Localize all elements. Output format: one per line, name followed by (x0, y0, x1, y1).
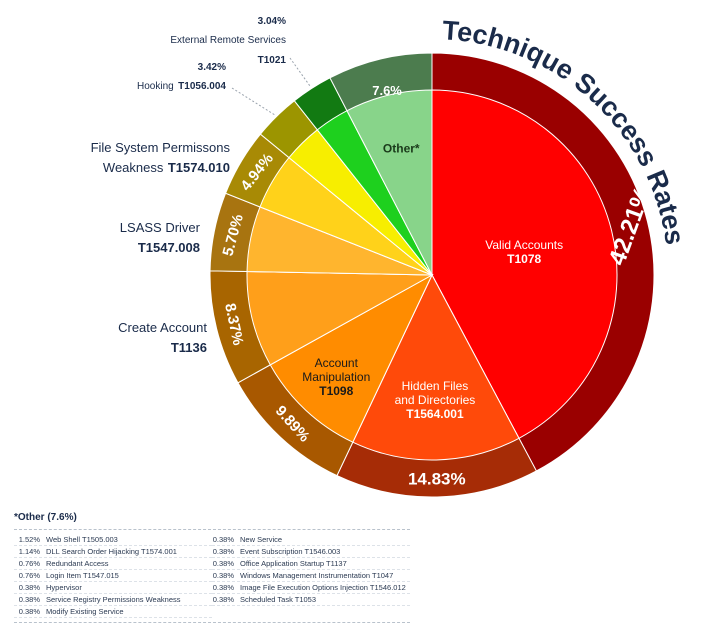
legend-label: Image File Execution Options Injection T… (240, 583, 406, 592)
legend-row: 0.38% Office Application Startup T1137 (212, 558, 410, 570)
legend-label: Office Application Startup T1137 (240, 559, 347, 568)
legend-row: 0.38% Image File Execution Options Inject… (212, 582, 410, 594)
legend-column-left: 1.52% Web Shell T1505.003 1.14% DLL Search … (14, 534, 212, 618)
slice-name-hidden-files-and-directories: Hidden Files and Directories T1564.001 (395, 379, 476, 421)
legend-row: 1.52% Web Shell T1505.003 (14, 534, 212, 546)
legend-row: 0.38% Windows Management Instrumentation … (212, 570, 410, 582)
slice-pct-hidden-files-and-directories: 14.83% (408, 469, 466, 488)
legend-pct: 0.38% (212, 595, 234, 604)
legend-pct: 0.76% (18, 571, 40, 580)
legend-label: Windows Management Instrumentation T1047 (240, 571, 394, 580)
legend-pct: 0.38% (212, 583, 234, 592)
legend-row: 0.38% Hypervisor (14, 582, 212, 594)
slice-name-valid-accounts: Valid Accounts T1078 (485, 238, 563, 266)
leader-hooking (231, 87, 276, 116)
legend-label: Web Shell T1505.003 (46, 535, 118, 544)
legend-row: 0.38% Service Registry Permissions Weakne… (14, 594, 212, 606)
legend-column-right: 0.38% New Service 0.38% Event Subscription … (212, 534, 410, 618)
legend-label: Hypervisor (46, 583, 82, 592)
legend-row: 1.14% DLL Search Order Hijacking T1574.00… (14, 546, 212, 558)
legend-label: Redundant Access (46, 559, 109, 568)
legend-row: 0.76% Redundant Access (14, 558, 212, 570)
label-hooking: 3.42% Hooking T1056.004 (137, 62, 226, 92)
slice-name-other: Other* (383, 142, 420, 156)
legend-label: Modify Existing Service (46, 607, 124, 616)
legend-pct: 0.38% (18, 595, 40, 604)
slice-other (346, 89, 433, 276)
leader-external-remote-services (289, 57, 311, 88)
slice-account-manipulation (269, 273, 434, 443)
legend-pct: 1.14% (18, 547, 40, 556)
label-create-account: Create Account T1136 (118, 320, 207, 355)
legend-label: Service Registry Permissions Weakness (46, 595, 181, 604)
legend-row: 0.38% Event Subscription T1546.003 (212, 546, 410, 558)
other-breakdown-legend: *Other (7.6%) 1.52% Web Shell T1505.003 1.… (14, 512, 410, 623)
label-lsass-driver: LSASS Driver T1547.008 (119, 220, 200, 255)
slice-create-account (246, 271, 434, 366)
legend-pct: 0.38% (212, 547, 234, 556)
legend-title: *Other (7.6%) (14, 512, 77, 523)
legend-pct: 0.38% (212, 571, 234, 580)
legend-row: 0.76% Login Item T1547.015 (14, 570, 212, 582)
legend-row: 0.38% Scheduled Task T1053 (212, 594, 410, 606)
legend-row: 0.38% New Service (212, 534, 410, 546)
legend-label: DLL Search Order Hijacking T1574.001 (46, 547, 177, 556)
slice-hidden-files-and-directories (352, 273, 520, 461)
pie-slices (209, 52, 655, 498)
legend-pct: 0.38% (212, 559, 234, 568)
legend-row: 0.38% Modify Existing Service (14, 606, 212, 618)
legend-pct: 0.76% (18, 559, 40, 568)
slice-name-account-manipulation: Account Manipulation T1098 (302, 356, 370, 398)
label-file-system-permissions: File System Permissons Weakness T1574.01… (90, 140, 230, 175)
legend-table: 1.52% Web Shell T1505.003 1.14% DLL Search … (14, 529, 410, 623)
slice-pct-other: 7.6% (372, 83, 402, 98)
legend-label: New Service (240, 535, 283, 544)
legend-pct: 1.52% (18, 535, 40, 544)
slice-valid-accounts (431, 89, 618, 439)
legend-pct: 0.38% (18, 583, 40, 592)
legend-label: Login Item T1547.015 (46, 571, 119, 580)
legend-label: Event Subscription T1546.003 (240, 547, 341, 556)
leader-lines (231, 57, 311, 116)
legend-pct: 0.38% (18, 607, 40, 616)
legend-label: Scheduled Task T1053 (240, 595, 317, 604)
legend-pct: 0.38% (212, 535, 234, 544)
label-external-remote-services: 3.04% External Remote Services T1021 (170, 16, 286, 66)
